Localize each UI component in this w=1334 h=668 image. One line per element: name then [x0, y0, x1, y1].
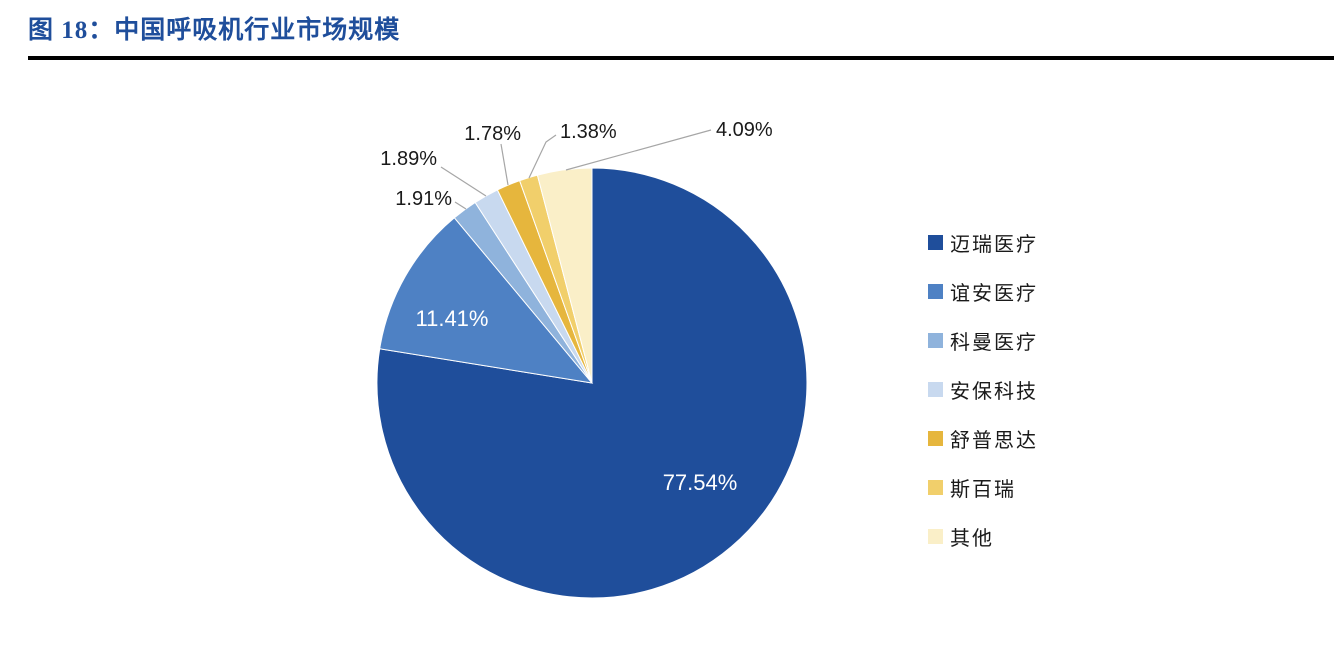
legend-label: 安保科技 — [950, 381, 1038, 403]
legend-item: 其他 — [928, 512, 1038, 561]
chart-legend: 迈瑞医疗 谊安医疗 科曼医疗 安保科技 舒普思达 斯百瑞 其他 — [928, 218, 1038, 561]
slice-label-5: 1.38% — [560, 121, 617, 143]
legend-swatch — [928, 235, 943, 250]
legend-item: 安保科技 — [928, 365, 1038, 414]
figure-header: 图 18：中国呼吸机行业市场规模 — [0, 0, 1334, 60]
pie-slice-1 — [379, 217, 594, 384]
legend-swatch — [928, 284, 943, 299]
legend-swatch — [928, 431, 943, 446]
pie-chart-svg: 77.54% 11.41% 1.91% 1.89% 1.78% 1.38% 4.09% — [376, 119, 808, 599]
legend-item: 科曼医疗 — [928, 316, 1038, 365]
legend-label: 科曼医疗 — [950, 332, 1038, 354]
slice-label-4: 1.78% — [464, 123, 521, 145]
legend-item: 迈瑞医疗 — [928, 218, 1038, 267]
leader-line-3 — [440, 166, 487, 197]
chart-area: 77.54% 11.41% 1.91% 1.89% 1.78% 1.38% 4.09% 迈瑞… — [0, 60, 1334, 660]
slice-label-2: 1.91% — [395, 188, 452, 210]
slice-label-1: 11.41% — [416, 306, 489, 331]
title-underline — [28, 56, 1334, 60]
legend-swatch — [928, 529, 943, 544]
slice-label-0: 77.54% — [663, 470, 738, 495]
leader-line-5 — [528, 134, 557, 179]
slice-label-6: 4.09% — [716, 119, 773, 141]
legend-item: 谊安医疗 — [928, 267, 1038, 316]
legend-label: 其他 — [950, 528, 994, 550]
legend-label: 舒普思达 — [950, 430, 1038, 452]
figure-title: 图 18：中国呼吸机行业市场规模 — [28, 17, 401, 44]
legend-label: 迈瑞医疗 — [950, 234, 1038, 256]
legend-label: 谊安医疗 — [950, 283, 1038, 305]
legend-label: 斯百瑞 — [950, 479, 1016, 501]
legend-swatch — [928, 382, 943, 397]
leader-line-4 — [500, 143, 509, 186]
pie-slice-0 — [376, 167, 808, 599]
leader-line-2 — [454, 201, 467, 210]
legend-swatch — [928, 333, 943, 348]
slice-label-3: 1.89% — [380, 148, 437, 170]
pie-slice-6 — [536, 167, 593, 384]
leader-line-6 — [565, 129, 712, 171]
legend-swatch — [928, 480, 943, 495]
legend-item: 斯百瑞 — [928, 463, 1038, 512]
legend-item: 舒普思达 — [928, 414, 1038, 463]
